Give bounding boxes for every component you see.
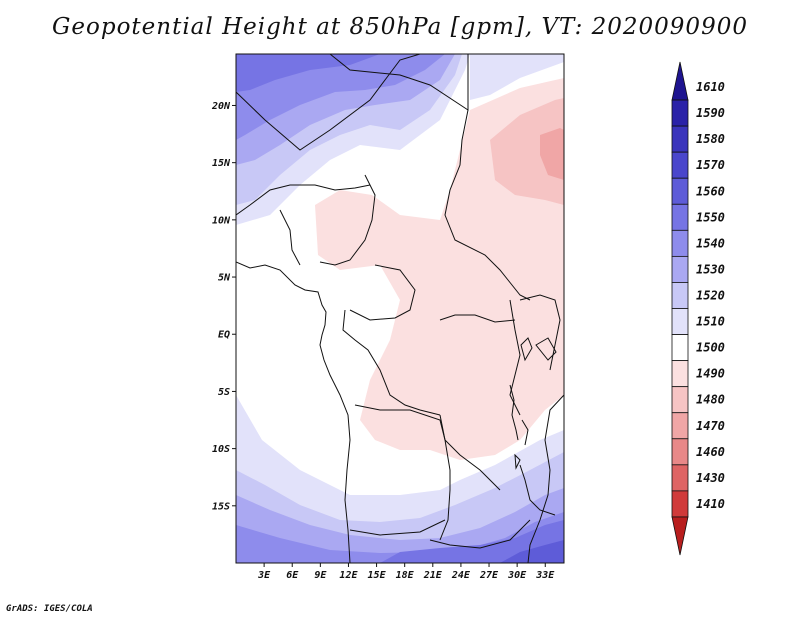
colorbar-swatch — [671, 151, 689, 179]
lat-tick-label: 20N — [211, 101, 231, 112]
colorbar-swatch — [671, 255, 689, 283]
colorbar-swatch — [671, 386, 689, 414]
colorbar-level-label: 1430 — [696, 471, 725, 485]
lon-tick-label: 27E — [479, 570, 499, 581]
contour-1490-sahara — [490, 98, 564, 205]
lon-tick-label: 30E — [507, 570, 527, 581]
colorbar-level-label: 1490 — [696, 367, 725, 381]
contour-1540-south — [236, 488, 564, 563]
colorbar-level-label: 1570 — [696, 158, 725, 172]
colorbar-level-label: 1520 — [696, 289, 725, 303]
colorbar-swatch — [671, 490, 689, 518]
colorbar-level-label: 1550 — [696, 210, 725, 224]
lat-tick-label: EQ — [218, 330, 230, 341]
latitude-axis: 20N 15N 10N 5N EQ 5S 10S 15S — [211, 101, 236, 512]
lat-tick-label: 15N — [212, 158, 231, 169]
lat-tick-label: 10S — [212, 444, 230, 455]
lon-tick-label: 15E — [368, 570, 387, 581]
colorbar-swatch — [671, 464, 689, 492]
lat-tick-label: 10N — [212, 215, 231, 226]
lon-tick-label: 18E — [396, 570, 415, 581]
colorbar-level-label: 1480 — [696, 393, 725, 407]
lakes — [509, 337, 557, 470]
colorbar-level-label: 1510 — [696, 315, 725, 329]
colorbar-legend: 1610 1590 1580 1570 1560 1550 1540 1530 1520 1510… — [671, 61, 725, 556]
longitude-axis: 3E 6E 9E 12E 15E 18E 21E 24E 27E 30E 33E — [257, 563, 555, 581]
colorbar-swatch — [671, 99, 689, 127]
lon-tick-label: 33E — [535, 570, 555, 581]
colorbar-swatch — [671, 282, 689, 309]
colorbar-swatch — [671, 125, 689, 153]
colorbar-swatch — [671, 438, 689, 466]
colorbar-swatch — [671, 360, 689, 388]
lat-tick-label: 5S — [218, 387, 230, 398]
lon-tick-label: 9E — [314, 570, 327, 581]
lon-tick-label: 3E — [257, 570, 271, 581]
colorbar-swatch — [671, 203, 689, 231]
height-field — [236, 54, 564, 563]
colorbar-bottom-arrow — [671, 516, 689, 556]
colorbar-level-label: 1560 — [696, 184, 725, 198]
coastlines-borders — [236, 54, 564, 563]
colorbar-level-label: 1530 — [696, 262, 725, 276]
map-title: Geopotential Height at 850hPa [gpm], VT:… — [52, 14, 748, 40]
contour-1480-sahara — [540, 128, 564, 180]
colorbar-swatch — [671, 334, 689, 362]
lat-tick-label: 15S — [212, 501, 230, 512]
lon-tick-label: 6E — [286, 570, 299, 581]
colorbar-level-label: 1460 — [696, 445, 725, 459]
colorbar-level-label: 1580 — [696, 132, 725, 146]
map-frame — [235, 53, 565, 564]
lon-tick-label: 24E — [451, 570, 471, 581]
lon-tick-label: 21E — [423, 570, 443, 581]
colorbar-level-label: 1500 — [696, 341, 725, 355]
contour-1520-ne — [470, 54, 564, 100]
colorbar-level-label: 1540 — [696, 236, 725, 250]
colorbar-swatch — [671, 229, 689, 257]
lon-tick-label: 12E — [339, 570, 358, 581]
colorbar-top-arrow — [671, 61, 689, 101]
colorbar-swatch — [671, 177, 689, 205]
colorbar-level-label: 1410 — [696, 497, 725, 511]
colorbar-swatch — [671, 308, 689, 335]
colorbar-level-label: 1590 — [696, 106, 725, 120]
grads-credit: GrADS: IGES/COLA — [6, 604, 93, 614]
colorbar-level-label: 1610 — [696, 80, 725, 94]
contour-1560-south — [380, 520, 564, 563]
colorbar-swatch — [671, 412, 689, 440]
lat-tick-label: 5N — [218, 273, 231, 284]
contour-1570-south — [500, 540, 564, 563]
colorbar-level-label: 1470 — [696, 419, 725, 433]
contour-1560-north — [236, 54, 380, 92]
